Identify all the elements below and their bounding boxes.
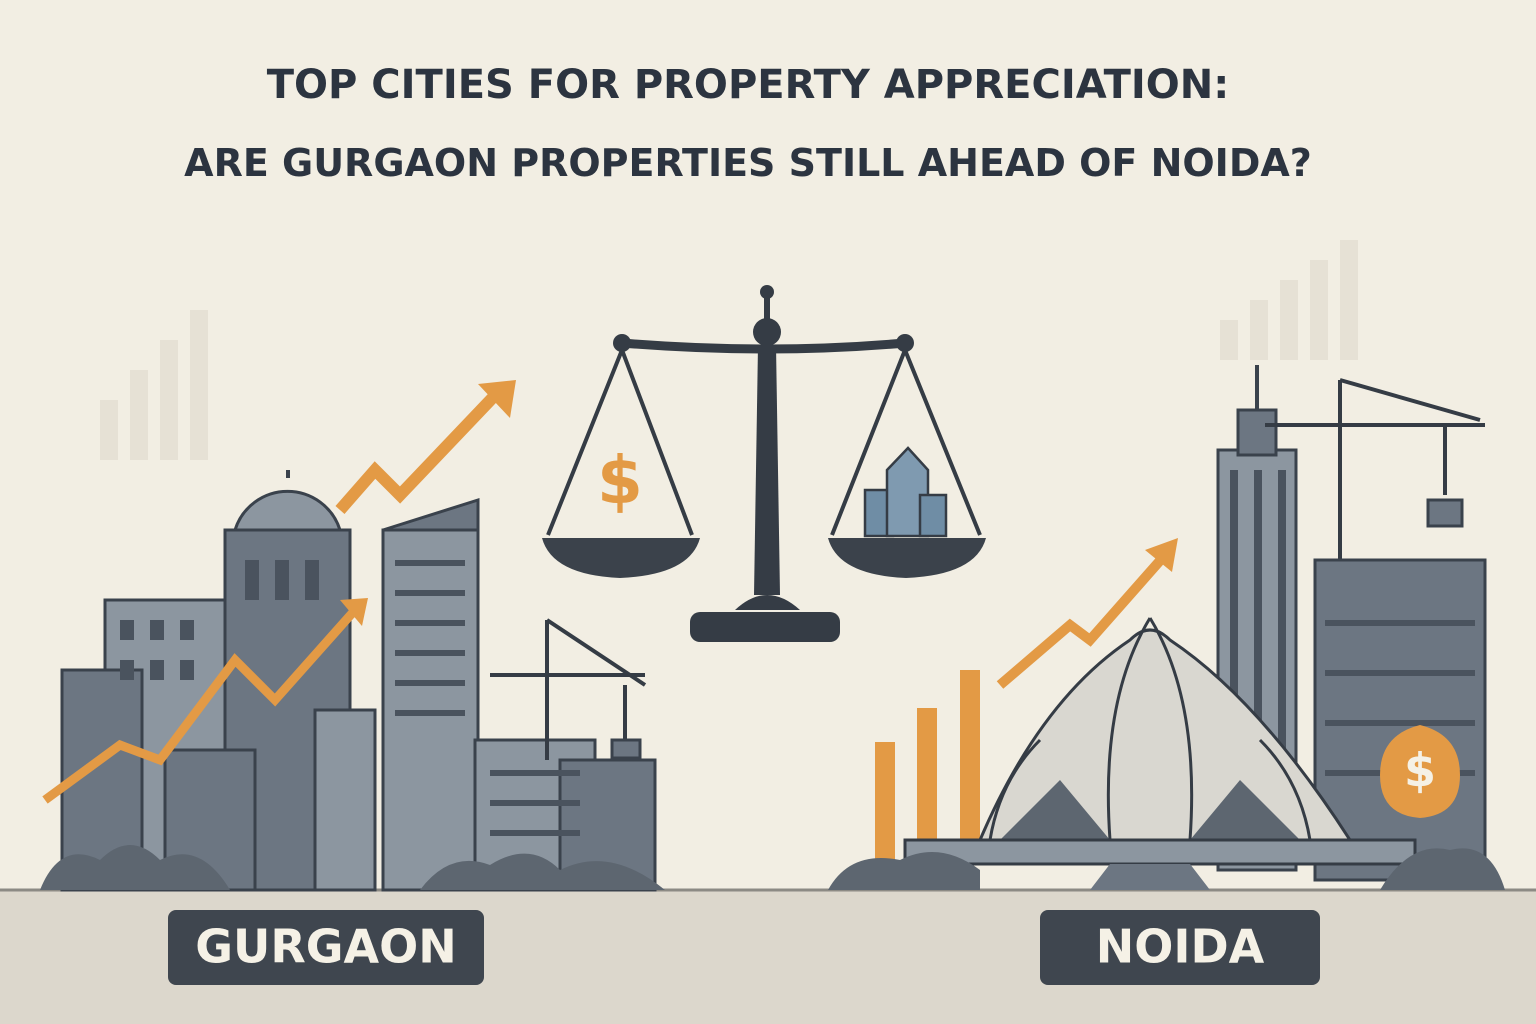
gurgaon-label: GURGAON	[195, 920, 457, 974]
scale-dollar-sign: $	[597, 442, 643, 519]
balance-scale: $	[542, 285, 986, 642]
gurgaon-skyline	[40, 380, 665, 892]
background-bars	[100, 240, 1358, 460]
gurgaon-label-box	[168, 910, 484, 985]
noida-label: NOIDA	[1096, 920, 1265, 974]
money-bag-dollar-sign: $	[1404, 744, 1436, 798]
title-line-2: ARE GURGAON PROPERTIES STILL AHEAD OF NO…	[184, 141, 1312, 185]
noida-label-box	[1040, 910, 1320, 985]
noida-skyline: $	[828, 365, 1505, 890]
title-line-1: TOP CITIES FOR PROPERTY APPRECIATION:	[267, 62, 1229, 108]
